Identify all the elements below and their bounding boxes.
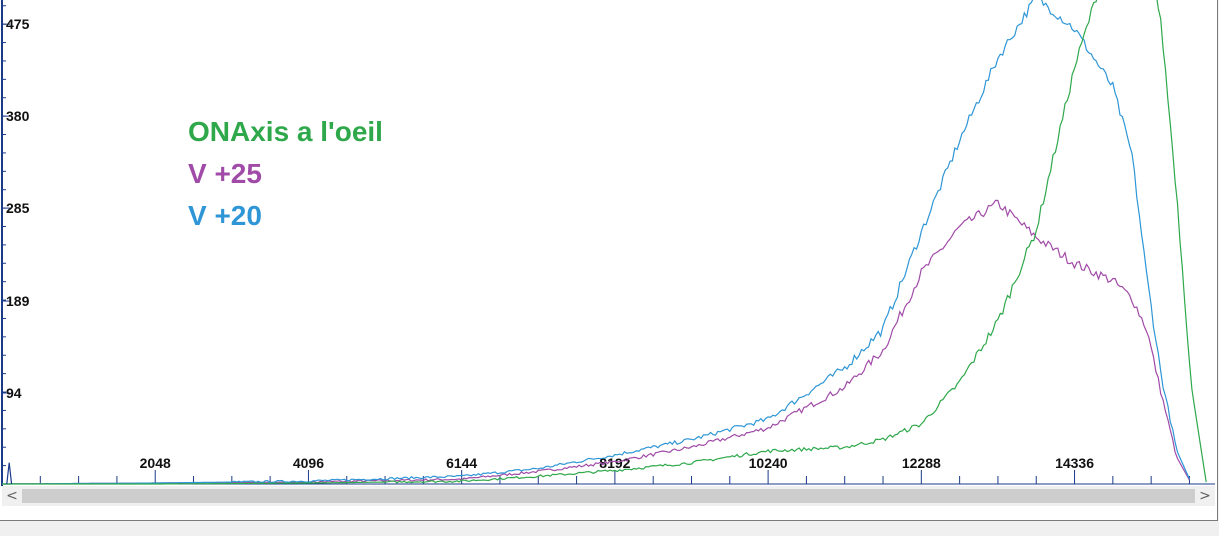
x-tick-label: 6144 (446, 455, 477, 471)
origin-spike (6, 462, 13, 485)
y-tick-label: 475 (6, 16, 30, 32)
series-line (2, 199, 1191, 485)
x-tick-label: 12288 (902, 455, 941, 471)
legend: ONAxis a l'oeil V +25 V +20 (188, 116, 383, 231)
y-tick-label: 285 (6, 200, 30, 216)
series-layer (2, 0, 1207, 485)
x-tick-label: 10240 (749, 455, 788, 471)
x-axis-ticks: 2048 4096 6144 8192 10240 12288 14336 (1, 455, 1190, 484)
x-tick-label: 4096 (293, 455, 324, 471)
scrollbar-track[interactable] (22, 489, 1195, 503)
x-tick-label: 8192 (599, 455, 630, 471)
y-tick-label: 94 (6, 385, 22, 401)
horizontal-scrollbar[interactable]: < > (2, 486, 1215, 506)
y-axis-ticks: 94 189 285 380 475 (2, 5, 30, 485)
histogram-window: 94 189 285 380 475 2048 4096 6144 8192 10240 1228… (0, 0, 1218, 521)
y-tick-label: 189 (6, 293, 30, 309)
legend-entry: V +25 (188, 158, 262, 189)
scroll-right-button[interactable]: > (1199, 488, 1211, 504)
series-line (2, 0, 1207, 485)
scroll-left-button[interactable]: < (6, 488, 18, 504)
legend-entry: V +20 (188, 200, 262, 231)
histogram-chart: 94 189 285 380 475 2048 4096 6144 8192 10240 1228… (1, 0, 1215, 486)
y-tick-label: 380 (6, 108, 30, 124)
scrollbar-thumb[interactable] (22, 489, 1195, 503)
legend-entry: ONAxis a l'oeil (188, 116, 383, 147)
x-tick-label: 2048 (140, 455, 171, 471)
x-tick-label: 14336 (1055, 455, 1094, 471)
series-line (2, 0, 1191, 485)
